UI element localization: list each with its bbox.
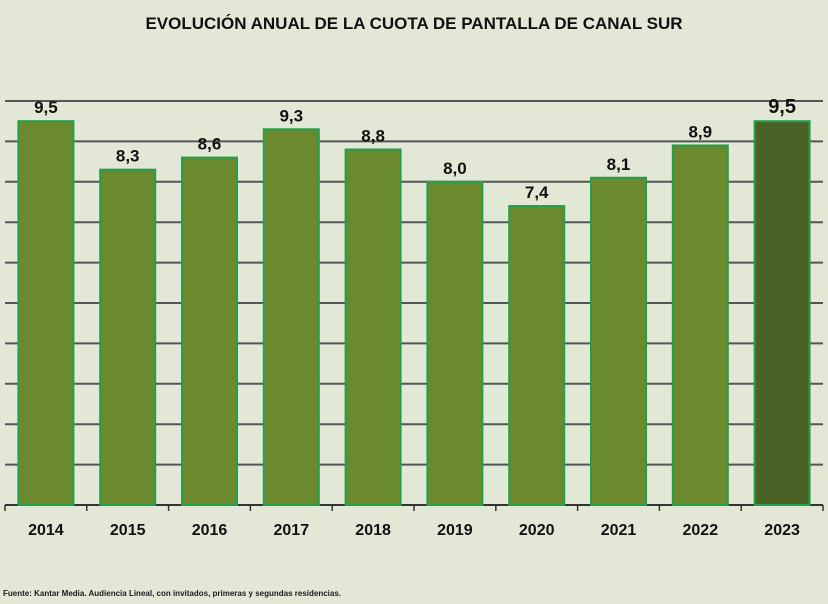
bar-2015	[99, 168, 157, 506]
data-label-2018: 8,8	[361, 126, 385, 145]
bar-2017	[262, 128, 320, 506]
x-tick-label-2023: 2023	[764, 522, 800, 539]
data-label-2019: 8,0	[443, 159, 467, 178]
data-label-2016: 8,6	[198, 135, 222, 154]
x-tick-label-2021: 2021	[601, 522, 637, 539]
data-label-2021: 8,1	[607, 155, 631, 174]
bar-2022	[671, 144, 729, 506]
x-tick-label-2020: 2020	[519, 522, 555, 539]
data-label-2014: 9,5	[34, 98, 58, 117]
bar-2020	[508, 205, 566, 506]
data-label-2023: 9,5	[768, 96, 796, 118]
x-tick-label-2018: 2018	[355, 522, 391, 539]
bar-2021	[590, 176, 647, 506]
x-tick-label-2015: 2015	[110, 522, 146, 539]
source-note: Fuente: Kantar Media. Audiencia Lineal, …	[3, 589, 342, 598]
bar-2016	[181, 156, 238, 506]
data-label-2022: 8,9	[688, 122, 712, 141]
data-label-2020: 7,4	[525, 183, 549, 202]
x-tick-label-2019: 2019	[437, 522, 473, 539]
x-tick-label-2014: 2014	[28, 522, 64, 539]
bar-2018	[344, 148, 402, 506]
bar-2023	[753, 120, 811, 506]
data-label-2015: 8,3	[116, 147, 140, 166]
x-tick-label-2022: 2022	[683, 522, 719, 539]
bar-2019	[426, 180, 484, 507]
x-tick-label-2017: 2017	[274, 522, 310, 539]
x-tick-label-2016: 2016	[192, 522, 228, 539]
bar-2014	[17, 120, 75, 506]
chart-title: EVOLUCIÓN ANUAL DE LA CUOTA DE PANTALLA …	[145, 14, 683, 33]
data-label-2017: 9,3	[279, 106, 303, 125]
